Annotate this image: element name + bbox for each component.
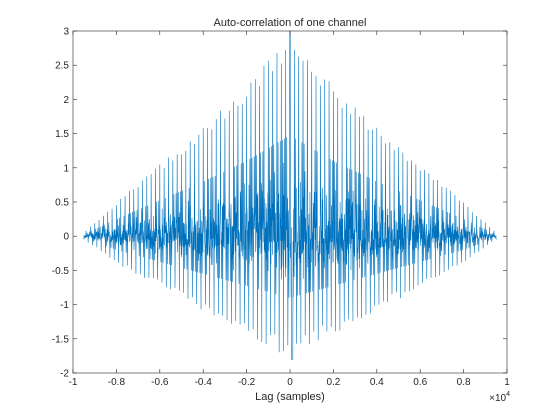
y-tick-label: -2	[60, 369, 69, 380]
y-tick-label: 1.5	[55, 129, 69, 140]
x-axis-exponent-base: ×10	[489, 393, 506, 404]
x-tick-label: -0.8	[108, 377, 126, 388]
chart-title: Auto-correlation of one channel	[214, 17, 367, 29]
y-tick-label: 1	[63, 163, 69, 174]
x-axis-ticks: -1 -0.8 -0.6 -0.4 -0.2 0 0.2 0.4 0.6 0.8 1	[69, 31, 510, 388]
y-tick-label: -1	[60, 300, 69, 311]
x-axis-exponent-power: 4	[506, 391, 510, 398]
x-tick-label: -1	[69, 377, 78, 388]
x-axis-label: Lag (samples)	[255, 391, 325, 403]
x-tick-label: 0	[287, 377, 293, 388]
y-tick-label: 2.5	[55, 61, 69, 72]
x-tick-label: 0.8	[457, 377, 471, 388]
x-tick-label: -0.4	[195, 377, 213, 388]
y-axis-ticks: -2 -1.5 -1 -0.5 0 0.5 1 1.5 2 2.5 3	[52, 27, 507, 380]
y-tick-label: -0.5	[52, 266, 70, 277]
y-tick-label: 0.5	[55, 198, 69, 209]
x-tick-label: -0.6	[151, 377, 169, 388]
x-tick-label: 1	[504, 377, 510, 388]
x-tick-label: 0.4	[370, 377, 384, 388]
x-tick-label: 0.2	[326, 377, 340, 388]
x-axis-exponent: ×104	[489, 391, 510, 404]
y-tick-label: -1.5	[52, 334, 70, 345]
y-tick-label: 3	[63, 27, 69, 38]
y-tick-label: 2	[63, 95, 69, 106]
x-tick-label: 0.6	[413, 377, 427, 388]
y-tick-label: 0	[63, 232, 69, 243]
x-tick-label: -0.2	[238, 377, 256, 388]
